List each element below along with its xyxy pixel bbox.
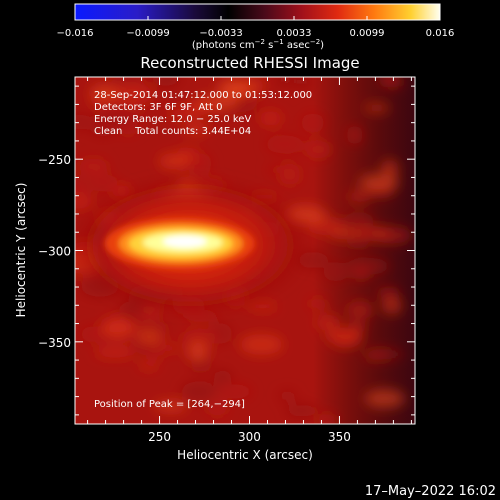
residual-blob — [101, 317, 135, 339]
residual-blob — [278, 390, 297, 402]
residual-blob — [75, 176, 88, 197]
residual-blob — [75, 114, 93, 130]
residual-blob — [376, 287, 400, 299]
y-tick-label: −250 — [38, 153, 71, 167]
residual-blob — [75, 194, 94, 209]
peak-position-label: Position of Peak = [264,−294] — [94, 399, 245, 410]
residual-blob — [217, 78, 250, 97]
residual-blob — [182, 122, 210, 135]
residual-blob — [346, 125, 363, 145]
heatmap-image — [75, 77, 415, 424]
render-timestamp: 17–May–2022 16:02 — [365, 484, 496, 499]
residual-blob — [276, 77, 293, 85]
residual-blob — [138, 360, 159, 370]
colorbar-tick-label: 0.0033 — [277, 28, 312, 39]
colorbar-ticks: −0.016 −0.0099 −0.0033 0.0033 0.0099 0.016 — [56, 16, 454, 39]
residual-blob — [158, 153, 190, 170]
residual-blob — [300, 113, 325, 133]
residual-blob — [317, 413, 337, 424]
residual-blob — [98, 108, 138, 129]
residual-blob — [378, 77, 398, 88]
residual-blob — [151, 77, 181, 87]
colorbar-tick-label: −0.016 — [56, 28, 93, 39]
residual-blob — [247, 301, 278, 311]
chart-title: Reconstructed RHESSI Image — [140, 54, 359, 72]
residual-blob — [206, 401, 228, 416]
residual-blob — [265, 135, 304, 154]
residual-blob — [89, 174, 118, 192]
residual-blob — [324, 328, 360, 345]
residual-blob — [94, 346, 136, 359]
residual-blob — [363, 348, 406, 360]
residual-blob — [154, 401, 187, 412]
residual-blob — [180, 381, 217, 402]
x-tick-label: 250 — [148, 430, 171, 444]
colorbar — [74, 3, 441, 21]
annotation-energy: Energy Range: 12.0 − 25.0 keV — [94, 114, 251, 125]
residual-blob — [315, 314, 340, 331]
source-peak — [162, 235, 207, 248]
residual-blob — [181, 329, 220, 345]
x-axis-label: Heliocentric X (arcsec) — [177, 448, 313, 462]
residual-blob — [187, 341, 209, 361]
residual-blob — [380, 159, 399, 179]
residual-blob — [191, 358, 213, 372]
residual-blob — [78, 158, 109, 174]
residual-blob — [134, 320, 169, 335]
colorbar-tick-label: −0.0099 — [126, 28, 169, 39]
residual-blob — [266, 165, 293, 175]
residual-blob — [381, 296, 403, 315]
residual-blob — [305, 140, 332, 159]
y-axis-label: Heliocentric Y (arcsec) — [14, 183, 28, 318]
residual-blob — [110, 77, 145, 82]
annotation-clean: Clean Total counts: 3.44E+04 — [94, 126, 251, 137]
residual-blob — [307, 297, 328, 310]
residual-blob — [363, 103, 390, 113]
residual-blob — [217, 384, 253, 399]
residual-blob — [129, 342, 165, 354]
residual-blob — [343, 212, 374, 231]
annotation-detectors: Detectors: 3F 6F 9F, Att 0 — [94, 102, 222, 113]
residual-blob — [364, 389, 405, 408]
colorbar-tick-label: −0.0033 — [199, 28, 242, 39]
residual-blob — [239, 334, 284, 355]
residual-blob — [186, 153, 212, 175]
residual-blob — [347, 190, 371, 203]
x-tick-label: 350 — [328, 430, 351, 444]
y-tick-label: −300 — [38, 245, 71, 259]
residual-blob — [351, 269, 371, 280]
annotation-time: 28-Sep-2014 01:47:12.000 to 01:53:12.000 — [94, 90, 312, 101]
colorbar-units: (photons cm−2 s−1 asec−2) — [192, 38, 324, 51]
residual-blob — [258, 111, 283, 126]
x-tick-label: 300 — [238, 430, 261, 444]
residual-blob — [347, 300, 374, 320]
residual-blob — [350, 226, 391, 241]
residual-blob — [166, 108, 202, 119]
y-tick-label: −350 — [38, 336, 71, 350]
colorbar-tick-label: 0.0099 — [350, 28, 385, 39]
residual-blob — [289, 77, 313, 87]
residual-blob — [285, 404, 319, 418]
residual-blob — [323, 262, 348, 282]
axis-ticks: 250 300 350 −250 −300 −350 — [38, 77, 415, 444]
residual-blob — [90, 94, 113, 107]
colorbar-tick-label: 0.016 — [426, 28, 455, 39]
residual-blob — [110, 83, 153, 106]
info-annotations: 28-Sep-2014 01:47:12.000 to 01:53:12.000… — [94, 90, 312, 137]
residual-blob — [212, 369, 232, 385]
